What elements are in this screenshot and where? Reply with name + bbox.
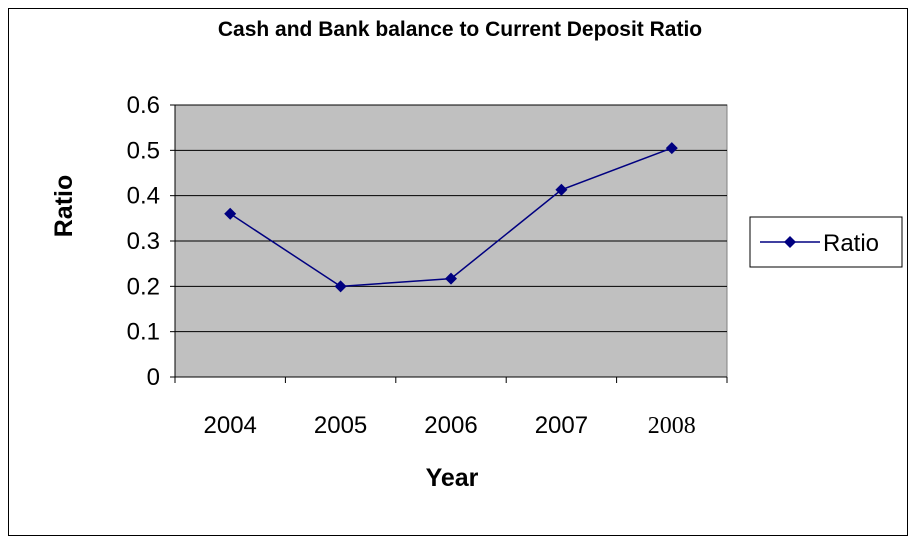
gridlines <box>175 104 727 333</box>
legend-marker <box>784 236 796 248</box>
x-tick-label: 2006 <box>424 412 477 439</box>
data-point <box>334 280 347 293</box>
x-tick-label: 2007 <box>535 412 588 439</box>
data-point <box>555 183 568 196</box>
axes <box>170 104 728 383</box>
y-tick-labels: 0 0.1 0.2 0.3 0.4 0.5 0.6 <box>127 92 160 391</box>
chart-title: Cash and Bank balance to Current Deposit… <box>218 18 702 41</box>
data-point <box>445 272 457 285</box>
y-tick-label: 0.3 <box>127 228 160 255</box>
legend: Ratio <box>749 216 903 268</box>
y-tick-label: 0.2 <box>127 273 160 300</box>
y-axis-title: Ratio <box>50 175 78 238</box>
x-axis-title: Year <box>426 464 479 492</box>
y-tick-label: 0.6 <box>127 92 160 119</box>
x-tick-labels: 2004 2005 2006 2007 2008 <box>204 412 696 439</box>
x-tick-label: 2004 <box>204 412 257 439</box>
plot-area <box>170 104 728 383</box>
data-point <box>224 207 237 220</box>
series-ratio <box>224 142 678 293</box>
y-tick-label: 0.1 <box>127 319 160 346</box>
legend-label: Ratio <box>823 230 879 257</box>
x-tick-label: 2005 <box>314 412 367 439</box>
data-point <box>665 142 678 155</box>
y-tick-label: 0 <box>147 364 160 391</box>
y-tick-label: 0.4 <box>127 183 160 210</box>
y-tick-label: 0.5 <box>127 137 160 164</box>
x-tick-label: 2008 <box>648 413 696 439</box>
